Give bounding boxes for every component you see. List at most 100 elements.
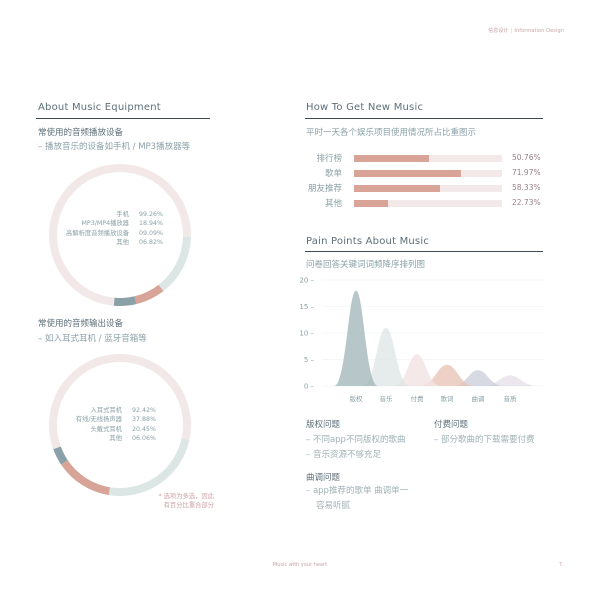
keyword-frequency-area-chart: 20 – 15 – 10 – 5 – 0 – 版权 音乐 付费 歌词 曲调 音质 [300, 277, 544, 403]
legend-label: 头戴式耳机 [90, 425, 122, 433]
header-cn: 信息设计 [488, 28, 509, 34]
playback-desc: – 播放音乐的设备如手机 / MP3播放器等 [38, 142, 191, 152]
pain-item: 容易听腻 [316, 501, 351, 511]
y-tick-label: 0 – [304, 383, 315, 391]
bar-value-label: 71.97% [512, 168, 541, 177]
area-peak [334, 290, 378, 386]
bar-track [354, 200, 502, 207]
pain-group-head: 版权问题 [306, 420, 341, 430]
pain-group-items: – 不同app不同版权的歌曲 – 音乐资源不够充足 [306, 433, 405, 463]
legend-row: 其他 06.82% [60, 238, 163, 247]
legend-value: 37.88% [131, 416, 156, 424]
donut-slice [113, 296, 137, 306]
pain-group-items: – 部分歌曲的下载需要付费 [434, 433, 534, 448]
donut-slice [158, 236, 191, 292]
x-tick-label: 版权 [350, 394, 364, 403]
pain-group-head: 曲调问题 [306, 473, 341, 483]
section-divider [305, 118, 543, 119]
legend-value: 09.09% [138, 229, 163, 237]
donut-slice [53, 446, 68, 465]
output-desc: – 如入耳式耳机 / 蓝牙音箱等 [38, 334, 147, 344]
bar-value-label: 22.73% [512, 198, 541, 207]
footer-tagline: Music with your heart [272, 562, 328, 568]
pain-item: – 音乐资源不够充足 [306, 450, 381, 460]
new-music-desc: 平时一天各个娱乐项目使用情况所占比重图示 [306, 128, 477, 138]
x-tick-label: 付费 [411, 394, 425, 403]
header-separator: | [510, 28, 513, 34]
bar-label: 朋友推荐 [307, 184, 342, 194]
legend-row: 入耳式耳机 92.42% [60, 406, 157, 415]
legend-value: 06.82% [138, 238, 163, 246]
bar [354, 170, 461, 177]
playback-legend: 手机 99.26% MP3/MP4播放器 18.94% 高解析度音频播放设备 0… [60, 210, 163, 247]
output-donut-chart [49, 354, 191, 496]
donut-slice [49, 164, 191, 306]
legend-label: 高解析度音频播放设备 [66, 229, 129, 237]
section-title-new-music: How To Get New Music [306, 102, 424, 113]
section-title-pain-points: Pain Points About Music [306, 236, 430, 247]
section-title-music-equipment: About Music Equipment [38, 102, 161, 113]
legend-row: MP3/MP4播放器 18.94% [60, 219, 163, 228]
legend-label: 手机 [116, 211, 129, 218]
bar [354, 200, 388, 207]
y-tick-label: 20 – [300, 277, 314, 285]
header-tag: 信息设计 | Information Design [488, 27, 564, 34]
output-title: 常使用的音频输出设备 [38, 319, 124, 329]
area-peak [482, 375, 538, 386]
x-tick-label: 曲调 [472, 394, 485, 403]
legend-value: 92.42% [131, 407, 156, 414]
pain-group-items: – app推荐的歌单 曲调单一 容易听腻 [306, 484, 408, 514]
legend-value: 20.45% [131, 425, 156, 433]
bar-label: 歌单 [324, 169, 342, 179]
legend-row: 手机 99.26% [60, 210, 163, 219]
donut-slice [134, 284, 164, 305]
y-tick-label: 10 – [300, 330, 314, 338]
section-divider [305, 251, 543, 252]
bar-track [354, 155, 502, 162]
bar-label: 排行榜 [316, 154, 342, 164]
bar-value-label: 58.33% [512, 183, 541, 192]
page-number: 7 [558, 562, 562, 568]
y-tick-label: 15 – [300, 303, 314, 311]
legend-label: 其他 [109, 434, 122, 442]
legend-label: 有线/无线扬声器 [75, 416, 122, 424]
bar-row: 其他 22.73% [300, 198, 550, 209]
bar [354, 155, 430, 162]
y-tick-label: 5 – [304, 356, 315, 364]
section-divider [36, 118, 210, 119]
bar-row: 歌单 71.97% [300, 168, 550, 179]
legend-label: 其他 [116, 238, 129, 246]
bar-track [354, 185, 502, 192]
footnote: * 选项为多选，因此 有百分比重合部分 [130, 492, 214, 510]
bar-track [354, 170, 502, 177]
pain-item: – 不同app不同版权的歌曲 [306, 435, 406, 445]
footnote-line: * 选项为多选，因此 [158, 493, 214, 500]
pain-item: – 部分歌曲的下载需要付费 [434, 435, 535, 445]
legend-row: 其他 06.06% [60, 434, 156, 443]
bar-row: 排行榜 50.76% [300, 153, 550, 164]
bar-label: 其他 [324, 199, 342, 209]
x-tick-label: 音乐 [380, 394, 394, 403]
area-peak [362, 327, 410, 386]
legend-label: 入耳式耳机 [90, 407, 122, 414]
legend-row: 高解析度音频播放设备 09.09% [60, 229, 163, 238]
header-en: Information Design [514, 28, 564, 34]
bar-row: 朋友推荐 58.33% [300, 183, 550, 194]
bar-value-label: 50.76% [512, 153, 541, 162]
donut-slice [108, 438, 190, 496]
pain-group-head: 付费问题 [434, 420, 469, 430]
playback-title: 常使用的音频播放设备 [38, 128, 124, 138]
x-tick-label: 歌词 [441, 394, 454, 403]
donut-slice [61, 460, 111, 496]
x-tick-label: 音质 [504, 394, 518, 403]
footnote-line: 有百分比重合部分 [163, 502, 214, 509]
bar [354, 185, 441, 192]
area-peak [452, 370, 504, 386]
pain-item: – app推荐的歌单 曲调单一 [306, 486, 409, 496]
area-peak [419, 364, 475, 386]
legend-label: MP3/MP4播放器 [81, 220, 129, 228]
legend-value: 18.94% [138, 220, 163, 228]
legend-row: 有线/无线扬声器 37.88% [60, 415, 156, 424]
playback-donut-chart [49, 164, 191, 306]
area-peak [393, 354, 441, 386]
